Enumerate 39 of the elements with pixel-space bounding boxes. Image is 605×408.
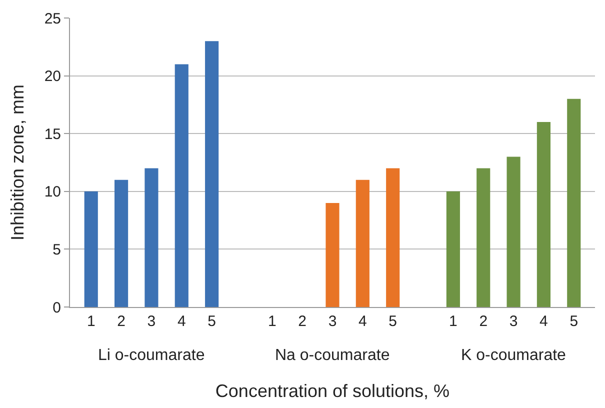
y-tick-label: 15 (44, 126, 61, 143)
x-tick-label: 2 (298, 313, 306, 330)
x-tick-label: 1 (449, 313, 458, 330)
x-tick-label: 3 (509, 313, 518, 330)
bar (356, 180, 370, 307)
x-tick-label: 1 (86, 313, 96, 330)
y-axis-title: Inhibition zone, mm (8, 84, 28, 241)
x-tick-label: 4 (177, 313, 186, 330)
x-tick-label: 5 (388, 313, 398, 330)
x-axis-title: Concentration of solutions, % (215, 381, 450, 402)
bar (174, 64, 188, 307)
bar (144, 168, 158, 307)
text: K o-coumarate (461, 347, 566, 364)
bar (326, 202, 340, 307)
bar (205, 41, 219, 307)
x-tick-label: 3 (328, 313, 337, 330)
bar (476, 168, 490, 307)
bar (536, 122, 550, 307)
y-tick-label: 10 (44, 184, 61, 201)
x-tick-label: 5 (570, 313, 578, 330)
bar (84, 191, 98, 307)
bar (567, 98, 581, 307)
y-tick-label: 20 (44, 68, 61, 86)
bar (446, 191, 460, 307)
x-tick-label: 4 (358, 313, 367, 330)
x-tick-label: 1 (268, 313, 276, 330)
x-tick-label: 2 (117, 313, 126, 330)
bar (114, 180, 128, 307)
bar (506, 156, 520, 307)
x-tick-label: 5 (208, 313, 216, 330)
y-tick-label: 5 (52, 241, 61, 258)
text: Na o-coumarate (275, 347, 390, 364)
x-tick-label: 2 (479, 313, 488, 330)
y-tick-label: 25 (44, 10, 61, 28)
x-tick-label: 3 (147, 313, 156, 330)
x-tick-label: 4 (540, 313, 548, 330)
text: Li o-coumarate (98, 347, 205, 364)
y-tick-label: 0 (52, 299, 61, 316)
bar (386, 168, 400, 307)
